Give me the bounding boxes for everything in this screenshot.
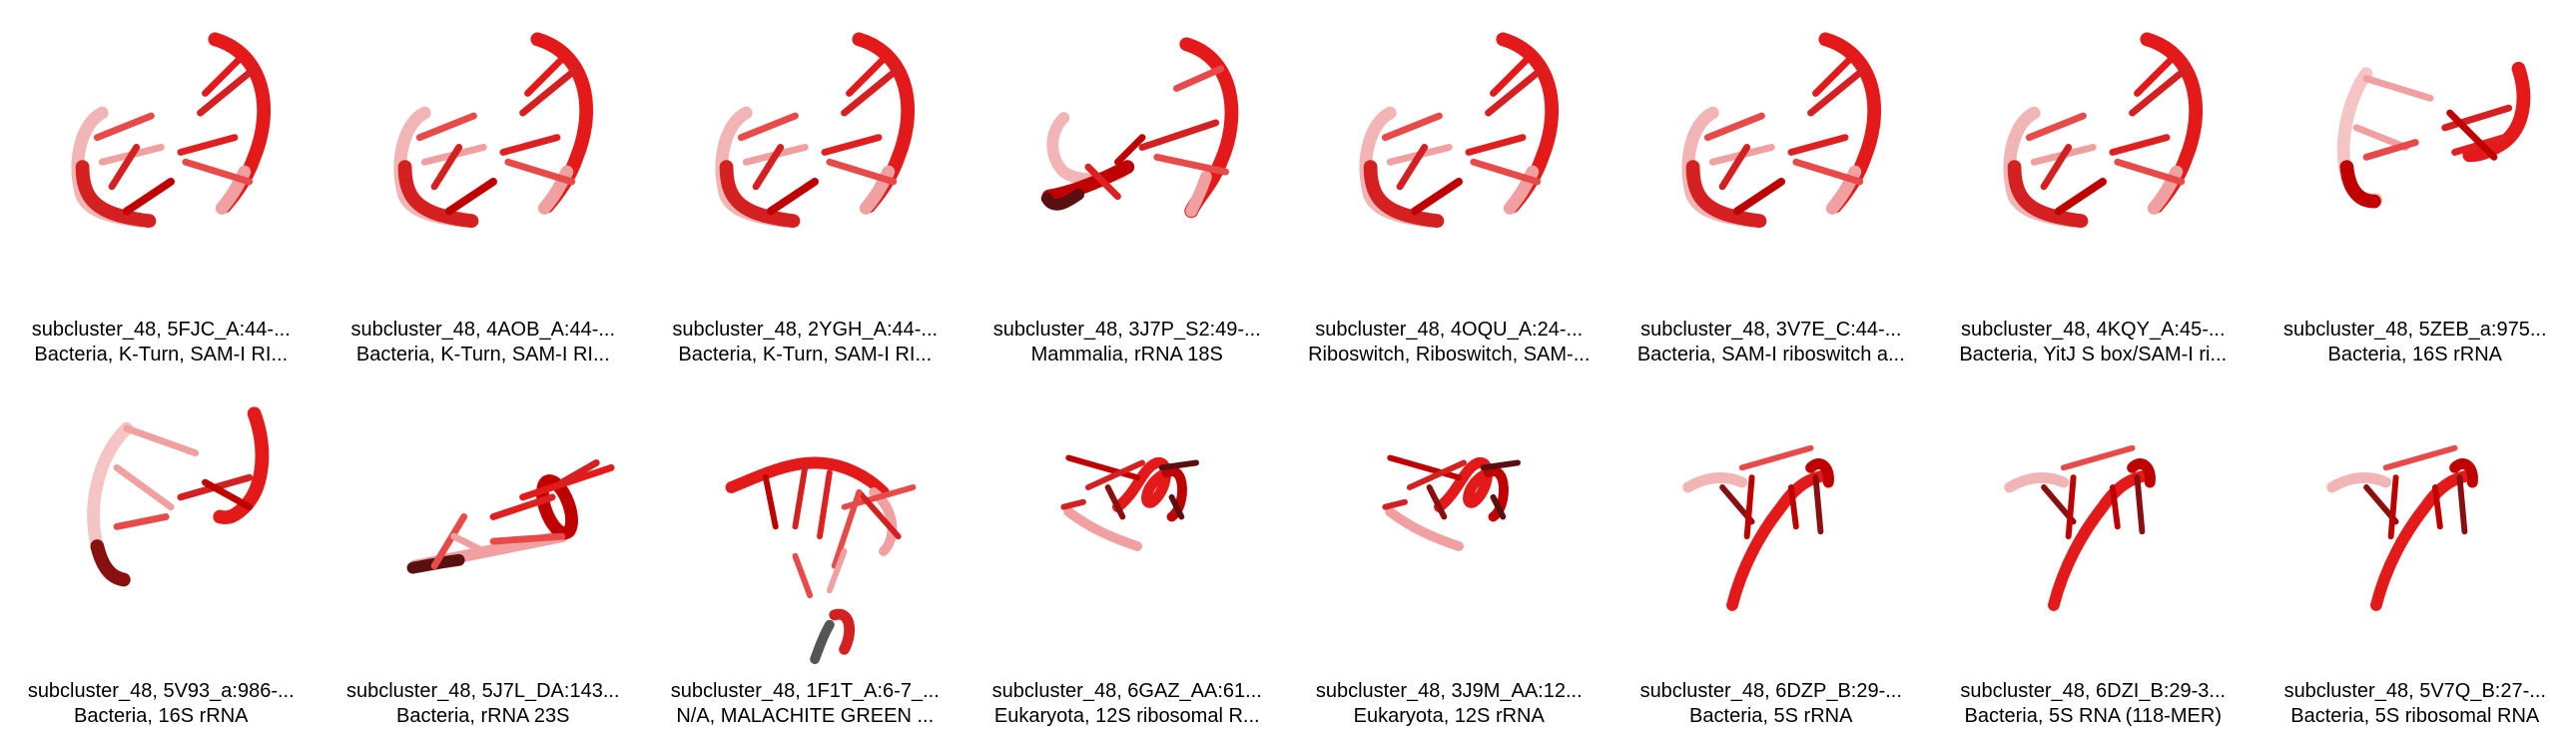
structure-id-label: subcluster_48, 3V7E_C:44-... bbox=[1640, 319, 1902, 341]
structure-id-label: subcluster_48, 6DZI_B:29-3... bbox=[1960, 680, 2227, 702]
structure-description-label: Eukaryota, 12S ribosomal R... bbox=[993, 705, 1260, 727]
structure-id-label: subcluster_48, 3J9M_AA:12... bbox=[1315, 680, 1583, 702]
structure-description-label: Bacteria, 16S rRNA bbox=[73, 705, 249, 727]
structure-description-label: Bacteria, rRNA 23S bbox=[396, 705, 570, 727]
rna-structure-thumbnail[interactable] bbox=[644, 370, 966, 664]
rna-cartoon-image bbox=[1681, 32, 1881, 229]
tile-caption: subcluster_48, 3J7P_S2:49-... Mammalia, r… bbox=[966, 318, 1289, 368]
structure-id-label: subcluster_48, 2YGH_A:44-... bbox=[672, 319, 939, 341]
tile-caption: subcluster_48, 6DZI_B:29-3... Bacteria, 5… bbox=[1932, 679, 2254, 729]
structure-tile[interactable]: subcluster_48, 2YGH_A:44-... Bacteria, K-… bbox=[644, 0, 966, 370]
structure-id-label: subcluster_48, 6GAZ_AA:61... bbox=[991, 680, 1262, 702]
rna-structure-thumbnail[interactable] bbox=[1610, 0, 1933, 295]
structure-description-label: Bacteria, 5S ribosomal RNA bbox=[2290, 705, 2540, 727]
rna-structure-thumbnail[interactable] bbox=[0, 0, 322, 295]
structure-id-label: subcluster_48, 6DZP_B:29-... bbox=[1639, 680, 1902, 702]
structure-id-label: subcluster_48, 5J7L_DA:143... bbox=[345, 680, 620, 702]
rna-cartoon-image bbox=[1359, 32, 1560, 229]
structure-tile[interactable]: subcluster_48, 3V7E_C:44-... Bacteria, SA… bbox=[1610, 0, 1933, 370]
structure-tile[interactable]: subcluster_48, 1F1T_A:6-7_... N/A, MALACH… bbox=[644, 370, 966, 739]
rna-cartoon-image bbox=[71, 32, 272, 229]
rna-structure-thumbnail[interactable] bbox=[0, 370, 322, 664]
rna-cartoon-image bbox=[1040, 37, 1238, 219]
rna-cartoon-image bbox=[2336, 61, 2530, 209]
tile-caption: subcluster_48, 5V93_a:986-... Bacteria, 1… bbox=[0, 679, 322, 729]
structure-id-label: subcluster_48, 5V7Q_B:27-... bbox=[2283, 680, 2546, 702]
structure-description-label: Bacteria, 16S rRNA bbox=[2327, 344, 2502, 366]
tile-caption: subcluster_48, 5V7Q_B:27-... Bacteria, 5S… bbox=[2254, 679, 2576, 729]
tile-caption: subcluster_48, 6DZP_B:29-... Bacteria, 5S… bbox=[1610, 679, 1933, 729]
rna-structure-thumbnail[interactable] bbox=[1610, 370, 1933, 664]
rna-cartoon-image bbox=[1382, 454, 1522, 551]
tile-caption: subcluster_48, 1F1T_A:6-7_... N/A, MALACH… bbox=[644, 679, 966, 729]
structure-description-label: Bacteria, K-Turn, SAM-I RI... bbox=[355, 344, 610, 366]
tile-caption: subcluster_48, 5J7L_DA:143... Bacteria, r… bbox=[322, 679, 645, 729]
structure-tile[interactable]: subcluster_48, 3J7P_S2:49-... Mammalia, r… bbox=[966, 0, 1289, 370]
rna-structure-thumbnail[interactable] bbox=[1288, 0, 1610, 295]
rna-structure-thumbnail[interactable] bbox=[1932, 370, 2254, 664]
structure-description-label: Eukaryota, 12S rRNA bbox=[1353, 705, 1545, 727]
structure-description-label: Bacteria, YitJ S box/SAM-I ri... bbox=[1959, 344, 2228, 366]
structure-description-label: Bacteria, 5S RNA (118-MER) bbox=[1964, 705, 2223, 727]
structure-description-label: Mammalia, rRNA 18S bbox=[1030, 344, 1223, 366]
structure-description-label: Riboswitch, Riboswitch, SAM-... bbox=[1308, 344, 1591, 366]
tile-caption: subcluster_48, 2YGH_A:44-... Bacteria, K-… bbox=[644, 318, 966, 368]
rna-cartoon-image bbox=[715, 32, 916, 229]
structure-tile[interactable]: subcluster_48, 4AOB_A:44-... Bacteria, K-… bbox=[322, 0, 645, 370]
structure-id-label: subcluster_48, 4AOB_A:44-... bbox=[350, 319, 616, 341]
tile-caption: subcluster_48, 5FJC_A:44-... Bacteria, K-… bbox=[0, 318, 322, 368]
structure-description-label: Bacteria, 5S rRNA bbox=[1689, 705, 1853, 727]
rna-structure-thumbnail[interactable] bbox=[322, 370, 645, 664]
rna-structure-thumbnail[interactable] bbox=[1288, 370, 1610, 664]
structure-tile[interactable]: subcluster_48, 5J7L_DA:143... Bacteria, r… bbox=[322, 370, 645, 739]
structure-id-label: subcluster_48, 1F1T_A:6-7_... bbox=[670, 680, 940, 702]
tile-caption: subcluster_48, 3J9M_AA:12... Eukaryota, 1… bbox=[1288, 679, 1610, 729]
rna-cartoon-image bbox=[2004, 444, 2156, 611]
structure-tile[interactable]: subcluster_48, 5FJC_A:44-... Bacteria, K-… bbox=[0, 0, 322, 370]
structure-description-label: N/A, MALACHITE GREEN ... bbox=[676, 705, 935, 727]
structure-tile[interactable]: subcluster_48, 6DZP_B:29-... Bacteria, 5S… bbox=[1610, 370, 1933, 739]
structure-tile[interactable]: subcluster_48, 6DZI_B:29-3... Bacteria, 5… bbox=[1932, 370, 2254, 739]
structure-description-label: Bacteria, SAM-I riboswitch a... bbox=[1636, 344, 1905, 366]
tile-caption: subcluster_48, 4KQY_A:45-... Bacteria, Yi… bbox=[1932, 318, 2254, 368]
rna-structure-thumbnail[interactable] bbox=[322, 0, 645, 295]
rna-cartoon-image bbox=[393, 32, 593, 229]
structure-description-label: Bacteria, K-Turn, SAM-I RI... bbox=[34, 344, 289, 366]
rna-structure-thumbnail[interactable] bbox=[1932, 0, 2254, 295]
rna-structure-thumbnail[interactable] bbox=[966, 370, 1289, 664]
rna-cartoon-image bbox=[2003, 32, 2204, 229]
rna-cartoon-image bbox=[87, 406, 270, 587]
structure-tile[interactable]: subcluster_48, 5ZEB_a:975... Bacteria, 16… bbox=[2254, 0, 2576, 370]
tile-caption: subcluster_48, 5ZEB_a:975... Bacteria, 16… bbox=[2254, 318, 2576, 368]
structure-tile[interactable]: subcluster_48, 4OQU_A:24-... Riboswitch, … bbox=[1288, 0, 1610, 370]
structure-tile[interactable]: subcluster_48, 3J9M_AA:12... Eukaryota, 1… bbox=[1288, 370, 1610, 739]
structure-id-label: subcluster_48, 5ZEB_a:975... bbox=[2283, 319, 2547, 341]
structure-tile[interactable]: subcluster_48, 4KQY_A:45-... Bacteria, Yi… bbox=[1932, 0, 2254, 370]
structure-tile[interactable]: subcluster_48, 6GAZ_AA:61... Eukaryota, 1… bbox=[966, 370, 1289, 739]
rna-cartoon-image bbox=[2325, 444, 2478, 611]
structure-id-label: subcluster_48, 5FJC_A:44-... bbox=[31, 319, 291, 341]
structure-id-label: subcluster_48, 4OQU_A:24-... bbox=[1315, 319, 1584, 341]
rna-structure-thumbnail[interactable] bbox=[2254, 0, 2576, 295]
structure-id-label: subcluster_48, 4KQY_A:45-... bbox=[1960, 319, 2226, 341]
structure-id-label: subcluster_48, 5V93_a:986-... bbox=[27, 680, 295, 702]
tile-caption: subcluster_48, 6GAZ_AA:61... Eukaryota, 1… bbox=[966, 679, 1289, 729]
tile-caption: subcluster_48, 3V7E_C:44-... Bacteria, SA… bbox=[1610, 318, 1933, 368]
tile-caption: subcluster_48, 4OQU_A:24-... Riboswitch, … bbox=[1288, 318, 1610, 368]
structure-description-label: Bacteria, K-Turn, SAM-I RI... bbox=[678, 344, 933, 366]
rna-structure-thumbnail[interactable] bbox=[644, 0, 966, 295]
tile-caption: subcluster_48, 4AOB_A:44-... Bacteria, K-… bbox=[322, 318, 645, 368]
structure-id-label: subcluster_48, 3J7P_S2:49-... bbox=[992, 319, 1261, 341]
rna-cartoon-image bbox=[725, 456, 917, 664]
rna-cartoon-image bbox=[1059, 454, 1199, 551]
rna-cartoon-image bbox=[406, 458, 615, 574]
rna-structure-thumbnail[interactable] bbox=[966, 0, 1289, 295]
rna-cartoon-image bbox=[1681, 444, 1834, 611]
structure-tile[interactable]: subcluster_48, 5V93_a:986-... Bacteria, 1… bbox=[0, 370, 322, 739]
structure-tile[interactable]: subcluster_48, 5V7Q_B:27-... Bacteria, 5S… bbox=[2254, 370, 2576, 739]
rna-structure-thumbnail[interactable] bbox=[2254, 370, 2576, 664]
